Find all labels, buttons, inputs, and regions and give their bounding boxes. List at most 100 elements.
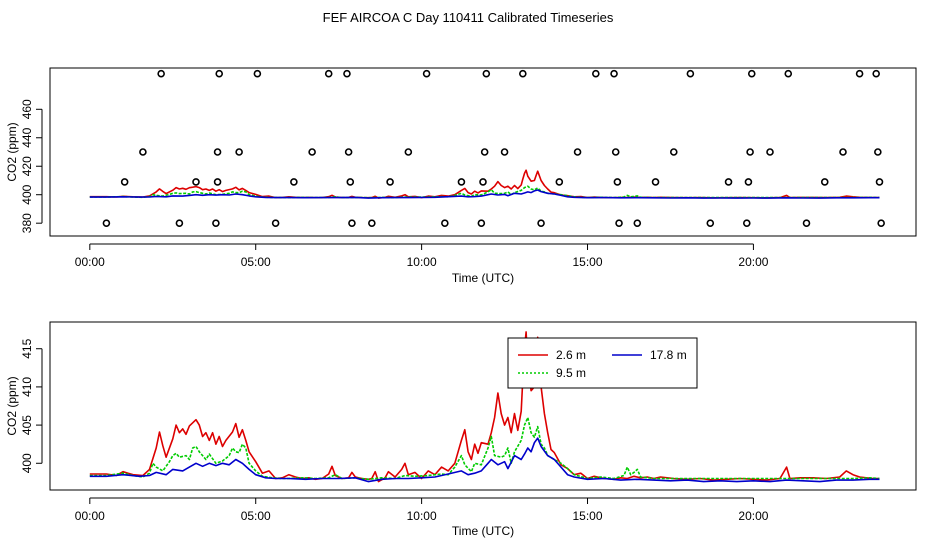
calibration-point — [368, 219, 376, 227]
calibration-point — [519, 69, 527, 78]
top-panel: Time (UTC) CO2 (ppm) 00:00 05:00 10:00 15:0… — [5, 67, 917, 285]
calibration-point — [348, 219, 356, 227]
calibration-point — [500, 148, 509, 156]
calibration-point — [872, 69, 880, 78]
calibration-point — [290, 178, 298, 186]
calibration-point — [457, 178, 466, 186]
bottom-x-tick-label: 15:00 — [573, 509, 603, 523]
calibration-point — [611, 148, 620, 156]
calibration-point — [175, 219, 184, 227]
top-x-tick-label: 10:00 — [407, 255, 437, 269]
top-y-tick-label: 400 — [20, 184, 34, 204]
calibration-point — [744, 178, 753, 186]
calibration-point — [686, 69, 695, 78]
calibration-point — [441, 219, 449, 227]
bottom-y-ticks: 400 405 410 415 — [20, 338, 43, 473]
top-x-ticks: 00:00 05:00 10:00 15:00 20:00 — [75, 243, 769, 269]
bottom-y-tick-label: 415 — [20, 338, 34, 358]
bottom-y-tick-label: 410 — [20, 377, 34, 397]
calibration-point — [422, 69, 431, 78]
bottom-x-axis-label: Time (UTC) — [452, 524, 514, 538]
calibration-point — [669, 148, 678, 156]
calibration-point — [213, 178, 222, 186]
top-series-line-9-5-m — [89, 185, 880, 199]
calibration-point — [213, 148, 222, 156]
chart-title: FEF AIRCOA C Day 110411 Calibrated Times… — [323, 10, 614, 25]
bottom-y-tick-label: 400 — [20, 453, 34, 473]
calibration-point — [573, 148, 582, 156]
calibration-point — [592, 69, 600, 78]
calibration-point — [742, 219, 751, 227]
calibration-point — [235, 148, 243, 156]
calibration-point — [706, 219, 715, 227]
bottom-y-tick-label: 405 — [20, 415, 34, 435]
legend-label-17-8m: 17.8 m — [650, 348, 687, 362]
legend-label-2-6m: 2.6 m — [556, 348, 586, 362]
top-plot-frame — [49, 67, 917, 237]
calibration-point — [343, 69, 351, 78]
calibration-point — [212, 219, 220, 227]
legend-box — [507, 337, 698, 389]
legend-label-9-5m: 9.5 m — [556, 366, 586, 380]
calibration-point — [746, 148, 754, 156]
calibration-point — [477, 219, 486, 227]
calibration-point — [344, 148, 353, 156]
calibration-point — [324, 69, 333, 78]
calibration-point — [157, 69, 165, 78]
top-x-tick-label: 05:00 — [241, 255, 271, 269]
top-x-tick-label: 15:00 — [573, 255, 603, 269]
calibration-point — [271, 219, 280, 227]
calibration-point — [766, 148, 774, 156]
calibration-point — [215, 69, 224, 78]
calibration-point — [802, 219, 811, 227]
calibration-point — [482, 69, 491, 78]
calibration-point — [555, 178, 564, 186]
calibration-point — [386, 178, 394, 186]
calibration-point — [633, 219, 642, 227]
calibration-point — [139, 148, 147, 156]
bottom-y-axis-label: CO2 (ppm) — [5, 376, 19, 435]
calibration-point — [120, 178, 129, 186]
calibration-point — [855, 69, 864, 78]
top-x-tick-label: 00:00 — [75, 255, 105, 269]
calibration-point — [747, 69, 756, 78]
calibration-point — [404, 148, 413, 156]
bottom-x-ticks: 00:00 05:00 10:00 15:00 20:00 — [75, 497, 769, 523]
calibration-point — [874, 148, 882, 156]
top-y-axis-label: CO2 (ppm) — [5, 122, 19, 181]
calibration-point — [651, 178, 660, 186]
bottom-series — [89, 331, 880, 483]
calibration-point — [724, 178, 733, 186]
top-series — [89, 169, 880, 199]
top-y-tick-label: 380 — [20, 213, 34, 233]
top-calibration-points — [102, 69, 885, 227]
top-y-ticks: 380 400 420 440 460 — [20, 99, 43, 233]
bottom-x-tick-label: 00:00 — [75, 509, 105, 523]
top-x-tick-label: 20:00 — [738, 255, 768, 269]
bottom-series-line-9-5-m — [89, 416, 880, 481]
top-y-tick-label: 440 — [20, 127, 34, 147]
top-y-tick-label: 460 — [20, 99, 34, 119]
calibration-point — [192, 178, 200, 186]
calibration-point — [613, 178, 622, 186]
calibration-point — [480, 148, 489, 156]
calibration-point — [615, 219, 623, 227]
calibration-point — [875, 178, 884, 186]
calibration-point — [839, 148, 847, 156]
calibration-point — [253, 69, 262, 78]
calibration-point — [102, 219, 111, 227]
bottom-series-line-2-6-m — [89, 331, 880, 483]
bottom-x-tick-label: 10:00 — [407, 509, 437, 523]
bottom-x-tick-label: 20:00 — [738, 509, 768, 523]
top-series-line-17-8-m — [89, 189, 880, 199]
calibration-point — [308, 148, 316, 156]
calibration-point — [346, 178, 355, 186]
bottom-series-line-17-8-m — [89, 437, 880, 483]
calibration-point — [610, 69, 618, 78]
calibration-point — [784, 69, 793, 78]
top-y-tick-label: 420 — [20, 156, 34, 176]
calibration-point — [479, 178, 487, 186]
calibration-point — [820, 178, 829, 186]
top-x-axis-label: Time (UTC) — [452, 271, 514, 285]
